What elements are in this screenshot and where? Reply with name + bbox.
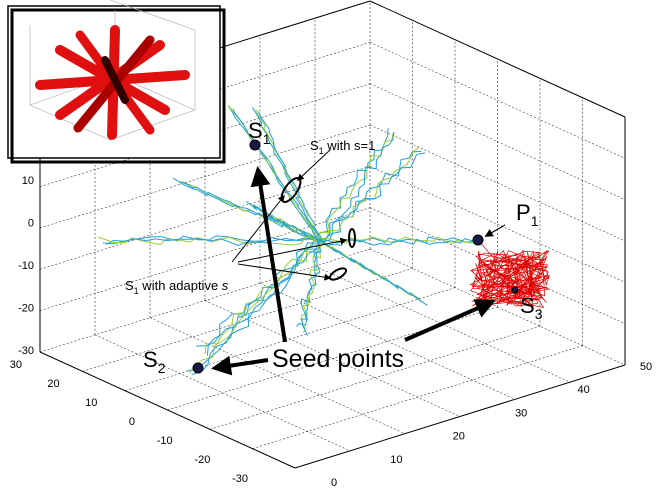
arrows bbox=[215, 150, 505, 368]
axis-edge bbox=[370, 1, 625, 117]
label-main: P bbox=[516, 200, 531, 225]
label-sub: 1 bbox=[263, 131, 271, 147]
inset bbox=[8, 0, 224, 162]
grid-line bbox=[210, 326, 540, 429]
seed-markers bbox=[193, 140, 518, 373]
label-p1: P1 bbox=[516, 200, 539, 229]
label-s2: S2 bbox=[143, 347, 166, 376]
y-tick-label: 10 bbox=[85, 397, 97, 409]
label-s1: S1 bbox=[248, 118, 271, 147]
ann-italic: s bbox=[222, 278, 229, 293]
track bbox=[98, 237, 317, 245]
z-tick-label: 10 bbox=[22, 175, 34, 187]
label-sub: 3 bbox=[535, 306, 543, 322]
z-tick-label: -20 bbox=[18, 303, 34, 315]
figure: 10 0 -10 -20 -30 30 20 10 0 -10 -20 -30 0 10 20 30 40 50 bbox=[0, 0, 667, 490]
label-sub: 1 bbox=[531, 213, 539, 229]
x-tick-label: 50 bbox=[640, 361, 652, 373]
annotation-seed: Seed points bbox=[272, 345, 404, 373]
x-tick-label: 30 bbox=[515, 407, 527, 419]
annotation-adaptive: S1 with adaptive s bbox=[125, 278, 229, 296]
seed-s3 bbox=[512, 287, 518, 293]
x-tick-label: 10 bbox=[390, 454, 402, 466]
ann-main: S bbox=[125, 278, 134, 293]
label-sub: 2 bbox=[158, 360, 166, 376]
z-tick-label: 0 bbox=[28, 218, 34, 230]
label-main: S bbox=[143, 347, 158, 372]
axis-edge bbox=[40, 352, 295, 468]
x-tick-label: 20 bbox=[453, 431, 465, 443]
y-tick-label: 20 bbox=[47, 378, 59, 390]
z-tick-label: -10 bbox=[18, 260, 34, 272]
axis-edge bbox=[295, 365, 625, 468]
ann-main: S bbox=[310, 138, 319, 153]
y-tick-label: 30 bbox=[10, 359, 22, 371]
grid-line bbox=[40, 166, 370, 269]
track bbox=[318, 148, 419, 239]
x-tick-label: 40 bbox=[577, 384, 589, 396]
noise-track bbox=[470, 240, 549, 308]
y-tick-label: -10 bbox=[157, 435, 173, 447]
ann-rest: with s=1 bbox=[324, 138, 376, 153]
x-tick-label: 0 bbox=[331, 477, 337, 489]
z-tick-label: -30 bbox=[18, 345, 34, 357]
grid-line bbox=[150, 318, 405, 434]
label-main: S bbox=[520, 293, 535, 318]
y-tick-label: -20 bbox=[194, 454, 210, 466]
track bbox=[103, 236, 317, 244]
seed-p1 bbox=[473, 235, 483, 245]
y-tick-label: 0 bbox=[129, 416, 135, 428]
ann-rest: with adaptive bbox=[139, 278, 222, 293]
label-main: S bbox=[248, 118, 263, 143]
seed-s2 bbox=[193, 363, 203, 373]
y-tick-label: -30 bbox=[232, 473, 248, 485]
grid-line bbox=[370, 42, 625, 158]
